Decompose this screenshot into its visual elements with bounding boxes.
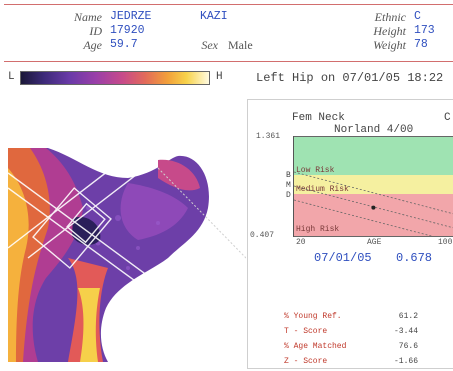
- high-risk-zone: [294, 194, 453, 237]
- x-axis-end: 100: [438, 238, 453, 247]
- surname-value: KAZI: [200, 10, 228, 23]
- density-color-scale: [20, 71, 210, 85]
- stat-label-age-matched: % Age Matched: [284, 342, 347, 351]
- low-risk-label: Low Risk: [296, 166, 335, 175]
- age-value: 59.7: [110, 38, 138, 51]
- sex-value: Male: [228, 38, 253, 52]
- reference-trend-line: [294, 171, 453, 215]
- scan-title: Left Hip on 07/01/05 18:22: [256, 71, 443, 85]
- stat-label-z-score: Z - Score: [284, 357, 328, 366]
- hip-scan-image: [8, 148, 246, 362]
- high-risk-label: High Risk: [296, 225, 340, 234]
- name-label: Name: [74, 10, 102, 24]
- bmd-chart-plot: [294, 171, 453, 236]
- id-value: 17920: [110, 24, 145, 37]
- medium-risk-zone: [294, 175, 453, 194]
- patient-bmd-point: [371, 205, 376, 210]
- reference-trend-line: [294, 185, 453, 229]
- scale-high-label: H: [216, 71, 223, 83]
- x-axis-label: AGE: [367, 238, 382, 247]
- corner-label: C: [444, 112, 451, 124]
- sex-label: Sex: [201, 38, 218, 52]
- stat-value-young-ref: 61.2: [398, 312, 418, 321]
- ethnic-label: Ethnic: [374, 10, 406, 24]
- y-axis-bottom: 0.407: [250, 231, 275, 240]
- id-label: ID: [89, 24, 102, 38]
- ethnic-value: C: [414, 10, 421, 23]
- results-panel: Fem Neck Norland 4/00 C 1.361 0.407 B M …: [247, 99, 453, 369]
- region-label: Fem Neck: [292, 112, 345, 124]
- scan-datetime: 07/01/05 18:22: [342, 71, 444, 85]
- age-label: Age: [83, 38, 102, 52]
- height-label: Height: [373, 24, 406, 38]
- hip-scan-graphic: [8, 148, 246, 362]
- y-axis-line: [293, 136, 294, 237]
- reference-trend-line: [294, 199, 433, 236]
- name-value: JEDRZE: [110, 10, 152, 23]
- reference-label: Norland 4/00: [334, 124, 414, 136]
- scan-on: on: [320, 71, 336, 85]
- stat-label-young-ref: % Young Ref.: [284, 312, 342, 321]
- low-risk-zone: [294, 136, 453, 176]
- weight-label: Weight: [373, 38, 406, 52]
- height-value: 173: [414, 24, 435, 37]
- scale-low-label: L: [8, 71, 15, 83]
- bmd-letter-m: M: [286, 181, 291, 190]
- patient-header: [4, 4, 453, 62]
- bmd-letter-b: B: [286, 171, 291, 180]
- weight-value: 78: [414, 38, 428, 51]
- medium-risk-label: Medium Risk: [296, 185, 349, 194]
- x-axis-start: 20: [296, 238, 306, 247]
- stat-value-age-matched: 76.6: [398, 342, 418, 351]
- stat-label-t-score: T - Score: [284, 327, 328, 336]
- stat-value-t-score: -3.44: [393, 327, 418, 336]
- result-date: 07/01/05: [314, 251, 372, 265]
- scan-site: Left Hip: [256, 71, 314, 85]
- result-bmd: 0.678: [396, 251, 433, 265]
- y-axis-top: 1.361: [256, 132, 281, 141]
- bmd-letter-d: D: [286, 191, 291, 200]
- stat-value-z-score: -1.66: [393, 357, 418, 366]
